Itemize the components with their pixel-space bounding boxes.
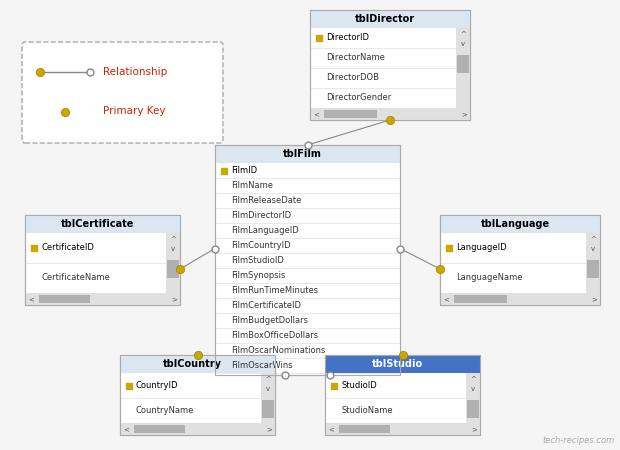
Text: StudioID: StudioID <box>341 381 377 390</box>
FancyBboxPatch shape <box>215 145 400 163</box>
Text: >: > <box>471 426 477 432</box>
FancyBboxPatch shape <box>310 108 470 120</box>
FancyBboxPatch shape <box>310 10 470 120</box>
Text: FilmID: FilmID <box>231 166 257 175</box>
Text: FilmOscarWins: FilmOscarWins <box>231 361 293 370</box>
Text: FilmName: FilmName <box>231 181 273 190</box>
Text: CertificateName: CertificateName <box>41 274 110 283</box>
FancyBboxPatch shape <box>587 260 599 278</box>
Text: Relationship: Relationship <box>103 67 167 76</box>
Text: ^: ^ <box>590 236 596 242</box>
Text: ^: ^ <box>265 376 271 382</box>
Text: <: < <box>328 426 334 432</box>
Text: FilmSynopsis: FilmSynopsis <box>231 271 285 280</box>
Text: StudioName: StudioName <box>341 406 392 415</box>
Text: >: > <box>461 111 467 117</box>
Text: DirectorGender: DirectorGender <box>326 94 391 103</box>
Text: Primary Key: Primary Key <box>103 107 166 117</box>
FancyBboxPatch shape <box>440 215 600 305</box>
Text: CertificateID: CertificateID <box>41 243 94 252</box>
Text: v: v <box>171 246 175 252</box>
Text: FilmCountryID: FilmCountryID <box>231 241 291 250</box>
FancyBboxPatch shape <box>120 423 275 435</box>
FancyBboxPatch shape <box>325 355 480 373</box>
FancyBboxPatch shape <box>310 10 470 28</box>
Text: DirectorDOB: DirectorDOB <box>326 73 379 82</box>
Text: ^: ^ <box>470 376 476 382</box>
FancyBboxPatch shape <box>25 215 180 305</box>
Text: tblLanguage: tblLanguage <box>480 219 549 229</box>
Text: tech-recipes.com: tech-recipes.com <box>542 436 615 445</box>
FancyBboxPatch shape <box>167 260 179 278</box>
Text: tblFilm: tblFilm <box>283 149 322 159</box>
Text: FilmBoxOfficeDollars: FilmBoxOfficeDollars <box>231 331 318 340</box>
Text: FilmOscarNominations: FilmOscarNominations <box>231 346 326 355</box>
FancyBboxPatch shape <box>325 423 480 435</box>
Text: <: < <box>313 111 319 117</box>
Text: >: > <box>171 296 177 302</box>
Text: FilmLanguageID: FilmLanguageID <box>231 226 299 235</box>
FancyBboxPatch shape <box>22 42 223 143</box>
FancyBboxPatch shape <box>456 28 470 120</box>
Text: FilmBudgetDollars: FilmBudgetDollars <box>231 316 308 325</box>
FancyBboxPatch shape <box>261 373 275 435</box>
FancyBboxPatch shape <box>454 295 507 303</box>
Text: <: < <box>28 296 34 302</box>
FancyBboxPatch shape <box>467 400 479 418</box>
Text: v: v <box>461 41 465 47</box>
Text: DirectorID: DirectorID <box>326 33 369 42</box>
FancyBboxPatch shape <box>586 233 600 305</box>
Text: tblCertificate: tblCertificate <box>61 219 134 229</box>
Text: <: < <box>443 296 449 302</box>
FancyBboxPatch shape <box>440 215 600 233</box>
FancyBboxPatch shape <box>339 425 390 433</box>
Text: LanguageID: LanguageID <box>456 243 507 252</box>
Text: FilmRunTimeMinutes: FilmRunTimeMinutes <box>231 286 318 295</box>
FancyBboxPatch shape <box>262 400 274 418</box>
Text: <: < <box>123 426 129 432</box>
FancyBboxPatch shape <box>120 355 275 435</box>
Text: FilmCertificateID: FilmCertificateID <box>231 301 301 310</box>
Text: >: > <box>591 296 597 302</box>
FancyBboxPatch shape <box>25 293 180 305</box>
Text: DirectorName: DirectorName <box>326 54 385 63</box>
Text: LanguageName: LanguageName <box>456 274 523 283</box>
FancyBboxPatch shape <box>166 233 180 305</box>
FancyBboxPatch shape <box>134 425 185 433</box>
FancyBboxPatch shape <box>25 215 180 233</box>
Text: v: v <box>471 386 475 392</box>
Text: ^: ^ <box>170 236 176 242</box>
Text: CountryID: CountryID <box>136 381 179 390</box>
FancyBboxPatch shape <box>325 355 480 435</box>
FancyBboxPatch shape <box>120 355 275 373</box>
FancyBboxPatch shape <box>440 293 600 305</box>
Text: FilmDirectorID: FilmDirectorID <box>231 211 291 220</box>
Text: tblDirector: tblDirector <box>355 14 415 24</box>
Text: CountryName: CountryName <box>136 406 195 415</box>
FancyBboxPatch shape <box>324 110 377 118</box>
FancyBboxPatch shape <box>457 55 469 73</box>
FancyBboxPatch shape <box>39 295 90 303</box>
Text: FilmStudioID: FilmStudioID <box>231 256 284 265</box>
Text: ^: ^ <box>460 31 466 37</box>
Text: v: v <box>266 386 270 392</box>
Text: tblCountry: tblCountry <box>163 359 222 369</box>
Text: >: > <box>266 426 272 432</box>
Text: FilmReleaseDate: FilmReleaseDate <box>231 196 301 205</box>
Text: tblStudio: tblStudio <box>372 359 423 369</box>
Text: v: v <box>591 246 595 252</box>
FancyBboxPatch shape <box>215 145 400 375</box>
FancyBboxPatch shape <box>466 373 480 435</box>
